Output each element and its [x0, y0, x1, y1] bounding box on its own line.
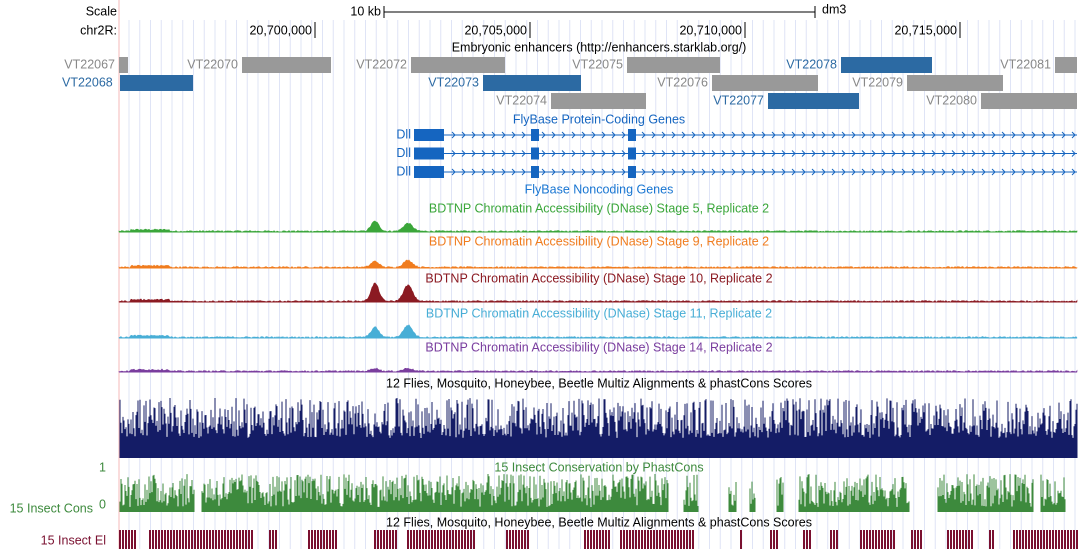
enhancer-label: VT22068	[62, 75, 113, 89]
track-title: BDTNP Chromatin Accessibility (DNase) St…	[426, 306, 772, 320]
track-title: BDTNP Chromatin Accessibility (DNase) St…	[429, 234, 769, 248]
enhancer	[1055, 57, 1077, 73]
exon	[414, 166, 444, 178]
cons-signal	[119, 474, 1066, 512]
scale-length: 10 kb	[350, 4, 381, 18]
strand-arrows	[451, 150, 1076, 157]
ruler-position: 20,700,000	[249, 23, 312, 37]
enhancer-label: VT22072	[356, 57, 407, 71]
signal	[118, 282, 1078, 303]
gene-label: Dll	[396, 127, 411, 141]
enhancer	[768, 93, 859, 109]
exon	[628, 147, 636, 160]
exon	[628, 166, 636, 178]
track-title: 12 Flies, Mosquito, Honeybee, Beetle Mul…	[386, 376, 812, 390]
enhancer-label: VT22079	[852, 75, 903, 89]
enhancer-label: VT22076	[657, 75, 708, 89]
enhancer	[242, 57, 331, 73]
ruler-position: 20,705,000	[464, 23, 527, 37]
track-title: 15 Insect Conservation by PhastCons	[494, 460, 703, 474]
enhancer	[712, 75, 818, 91]
elements	[119, 530, 1078, 549]
enhancer	[483, 75, 581, 91]
enhancer-label: VT22081	[1000, 57, 1051, 71]
track-title: BDTNP Chromatin Accessibility (DNase) St…	[425, 271, 772, 285]
enhancer-label: VT22074	[496, 93, 547, 107]
enhancer-label: VT22080	[926, 93, 977, 107]
gene-label: Dll	[396, 164, 411, 178]
enhancer	[981, 93, 1077, 109]
track-title: BDTNP Chromatin Accessibility (DNase) St…	[425, 340, 772, 354]
assembly: dm3	[822, 2, 846, 16]
strand-arrows	[451, 131, 1076, 139]
enhancer	[627, 57, 720, 73]
enhancer	[120, 75, 193, 91]
signal	[118, 220, 1078, 233]
track-name: 15 Insect Cons	[10, 501, 93, 515]
enhancer-label: VT22078	[786, 57, 837, 71]
scale-label: Scale	[86, 4, 117, 18]
gene-label: Dll	[396, 146, 411, 160]
strand-arrows	[451, 168, 1076, 176]
track-title: FlyBase Noncoding Genes	[525, 182, 674, 196]
track-title: FlyBase Protein-Coding Genes	[513, 112, 685, 126]
enhancer	[551, 93, 646, 109]
track-name: 15 Insect El	[41, 533, 106, 547]
chrom: chr2R:	[80, 23, 117, 37]
enhancer-label: VT22067	[64, 57, 115, 71]
exon	[628, 129, 636, 141]
enhancer-label: VT22077	[713, 93, 764, 107]
track-title: BDTNP Chromatin Accessibility (DNase) St…	[429, 201, 769, 215]
track-title: Embryonic enhancers (http://enhancers.st…	[452, 40, 747, 54]
ruler-position: 20,710,000	[679, 23, 742, 37]
signal	[118, 324, 1078, 339]
signal	[118, 259, 1078, 269]
multiz-signal	[119, 398, 1078, 458]
enhancer	[841, 57, 932, 73]
exon	[414, 147, 444, 160]
enhancer	[119, 57, 128, 73]
enhancer-label: VT22075	[572, 57, 623, 71]
axis-label: 1	[99, 460, 106, 474]
enhancer	[907, 75, 1003, 91]
enhancer	[411, 57, 505, 73]
ruler-position: 20,715,000	[894, 23, 957, 37]
axis-label: 0	[99, 497, 106, 511]
enhancer-label: VT22070	[187, 57, 238, 71]
signal	[118, 367, 1078, 373]
exon	[414, 129, 444, 141]
track-title: 12 Flies, Mosquito, Honeybee, Beetle Mul…	[386, 515, 812, 529]
enhancer-label: VT22073	[428, 75, 479, 89]
